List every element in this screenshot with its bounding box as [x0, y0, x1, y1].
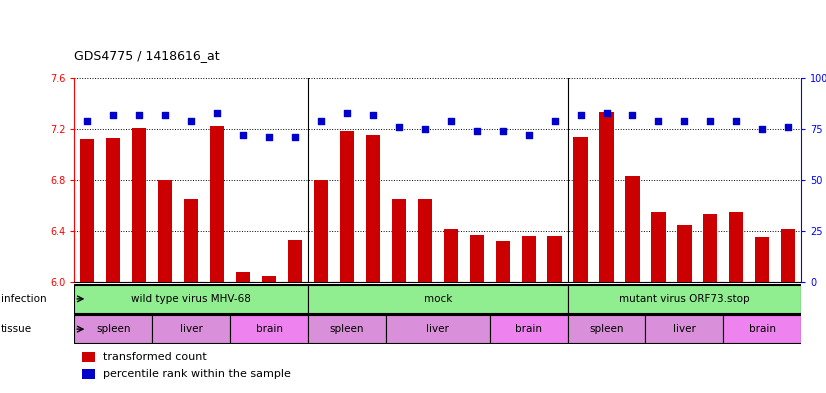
Text: spleen: spleen — [589, 324, 624, 334]
Point — [211, 109, 224, 116]
Bar — [230, 315, 308, 343]
Point — [81, 118, 94, 124]
Point — [781, 124, 795, 130]
Text: wild type virus MHV-68: wild type virus MHV-68 — [131, 294, 251, 304]
Bar — [567, 315, 645, 343]
Point — [756, 126, 769, 132]
Bar — [755, 237, 770, 282]
Bar — [567, 285, 801, 313]
Bar — [677, 225, 691, 282]
Text: liver: liver — [180, 324, 202, 334]
Bar — [469, 235, 484, 282]
Bar — [262, 276, 276, 282]
Bar — [444, 228, 458, 282]
Text: percentile rank within the sample: percentile rank within the sample — [103, 369, 292, 379]
Bar — [210, 126, 225, 282]
Point — [340, 109, 354, 116]
Text: brain: brain — [515, 324, 542, 334]
Point — [184, 118, 197, 124]
Bar — [132, 128, 146, 282]
Point — [315, 118, 328, 124]
Point — [470, 128, 483, 134]
Point — [652, 118, 665, 124]
Bar — [82, 352, 95, 362]
Text: brain: brain — [749, 324, 776, 334]
Point — [392, 124, 406, 130]
Bar — [314, 180, 328, 282]
Bar — [724, 315, 801, 343]
Bar — [729, 212, 743, 282]
Bar — [573, 136, 588, 282]
Point — [626, 112, 639, 118]
Point — [522, 132, 535, 138]
Bar — [418, 199, 432, 282]
Text: spleen: spleen — [330, 324, 364, 334]
Bar — [781, 228, 795, 282]
Text: tissue: tissue — [1, 324, 32, 334]
Point — [263, 134, 276, 140]
Point — [548, 118, 561, 124]
Bar — [703, 215, 718, 282]
Bar — [158, 180, 173, 282]
Text: liver: liver — [673, 324, 695, 334]
Text: infection: infection — [1, 294, 46, 304]
Point — [236, 132, 249, 138]
Bar — [490, 315, 567, 343]
Text: transformed count: transformed count — [103, 352, 207, 362]
Text: brain: brain — [255, 324, 282, 334]
Bar — [652, 212, 666, 282]
Bar — [184, 199, 198, 282]
Bar — [521, 236, 536, 282]
Point — [159, 112, 172, 118]
Text: liver: liver — [426, 324, 449, 334]
Bar — [74, 315, 152, 343]
Bar — [600, 112, 614, 282]
Bar — [645, 315, 724, 343]
Point — [444, 118, 458, 124]
Point — [107, 112, 120, 118]
Bar — [548, 236, 562, 282]
Bar — [308, 315, 386, 343]
Bar — [80, 139, 94, 282]
Point — [133, 112, 146, 118]
Point — [600, 109, 613, 116]
Bar — [339, 131, 354, 282]
Point — [288, 134, 301, 140]
Point — [496, 128, 510, 134]
Point — [418, 126, 431, 132]
Bar — [288, 240, 302, 282]
Point — [704, 118, 717, 124]
Text: mock: mock — [424, 294, 452, 304]
Bar — [366, 135, 380, 282]
Point — [366, 112, 379, 118]
Bar — [625, 176, 639, 282]
Bar — [496, 241, 510, 282]
Bar — [308, 285, 567, 313]
Point — [729, 118, 743, 124]
Text: GDS4775 / 1418616_at: GDS4775 / 1418616_at — [74, 49, 220, 62]
Bar — [82, 369, 95, 379]
Text: spleen: spleen — [96, 324, 131, 334]
Bar — [386, 315, 490, 343]
Text: mutant virus ORF73.stop: mutant virus ORF73.stop — [620, 294, 750, 304]
Bar — [236, 272, 250, 282]
Point — [574, 112, 587, 118]
Bar — [392, 199, 406, 282]
Bar — [74, 285, 308, 313]
Bar — [152, 315, 230, 343]
Point — [678, 118, 691, 124]
Bar — [106, 138, 121, 282]
